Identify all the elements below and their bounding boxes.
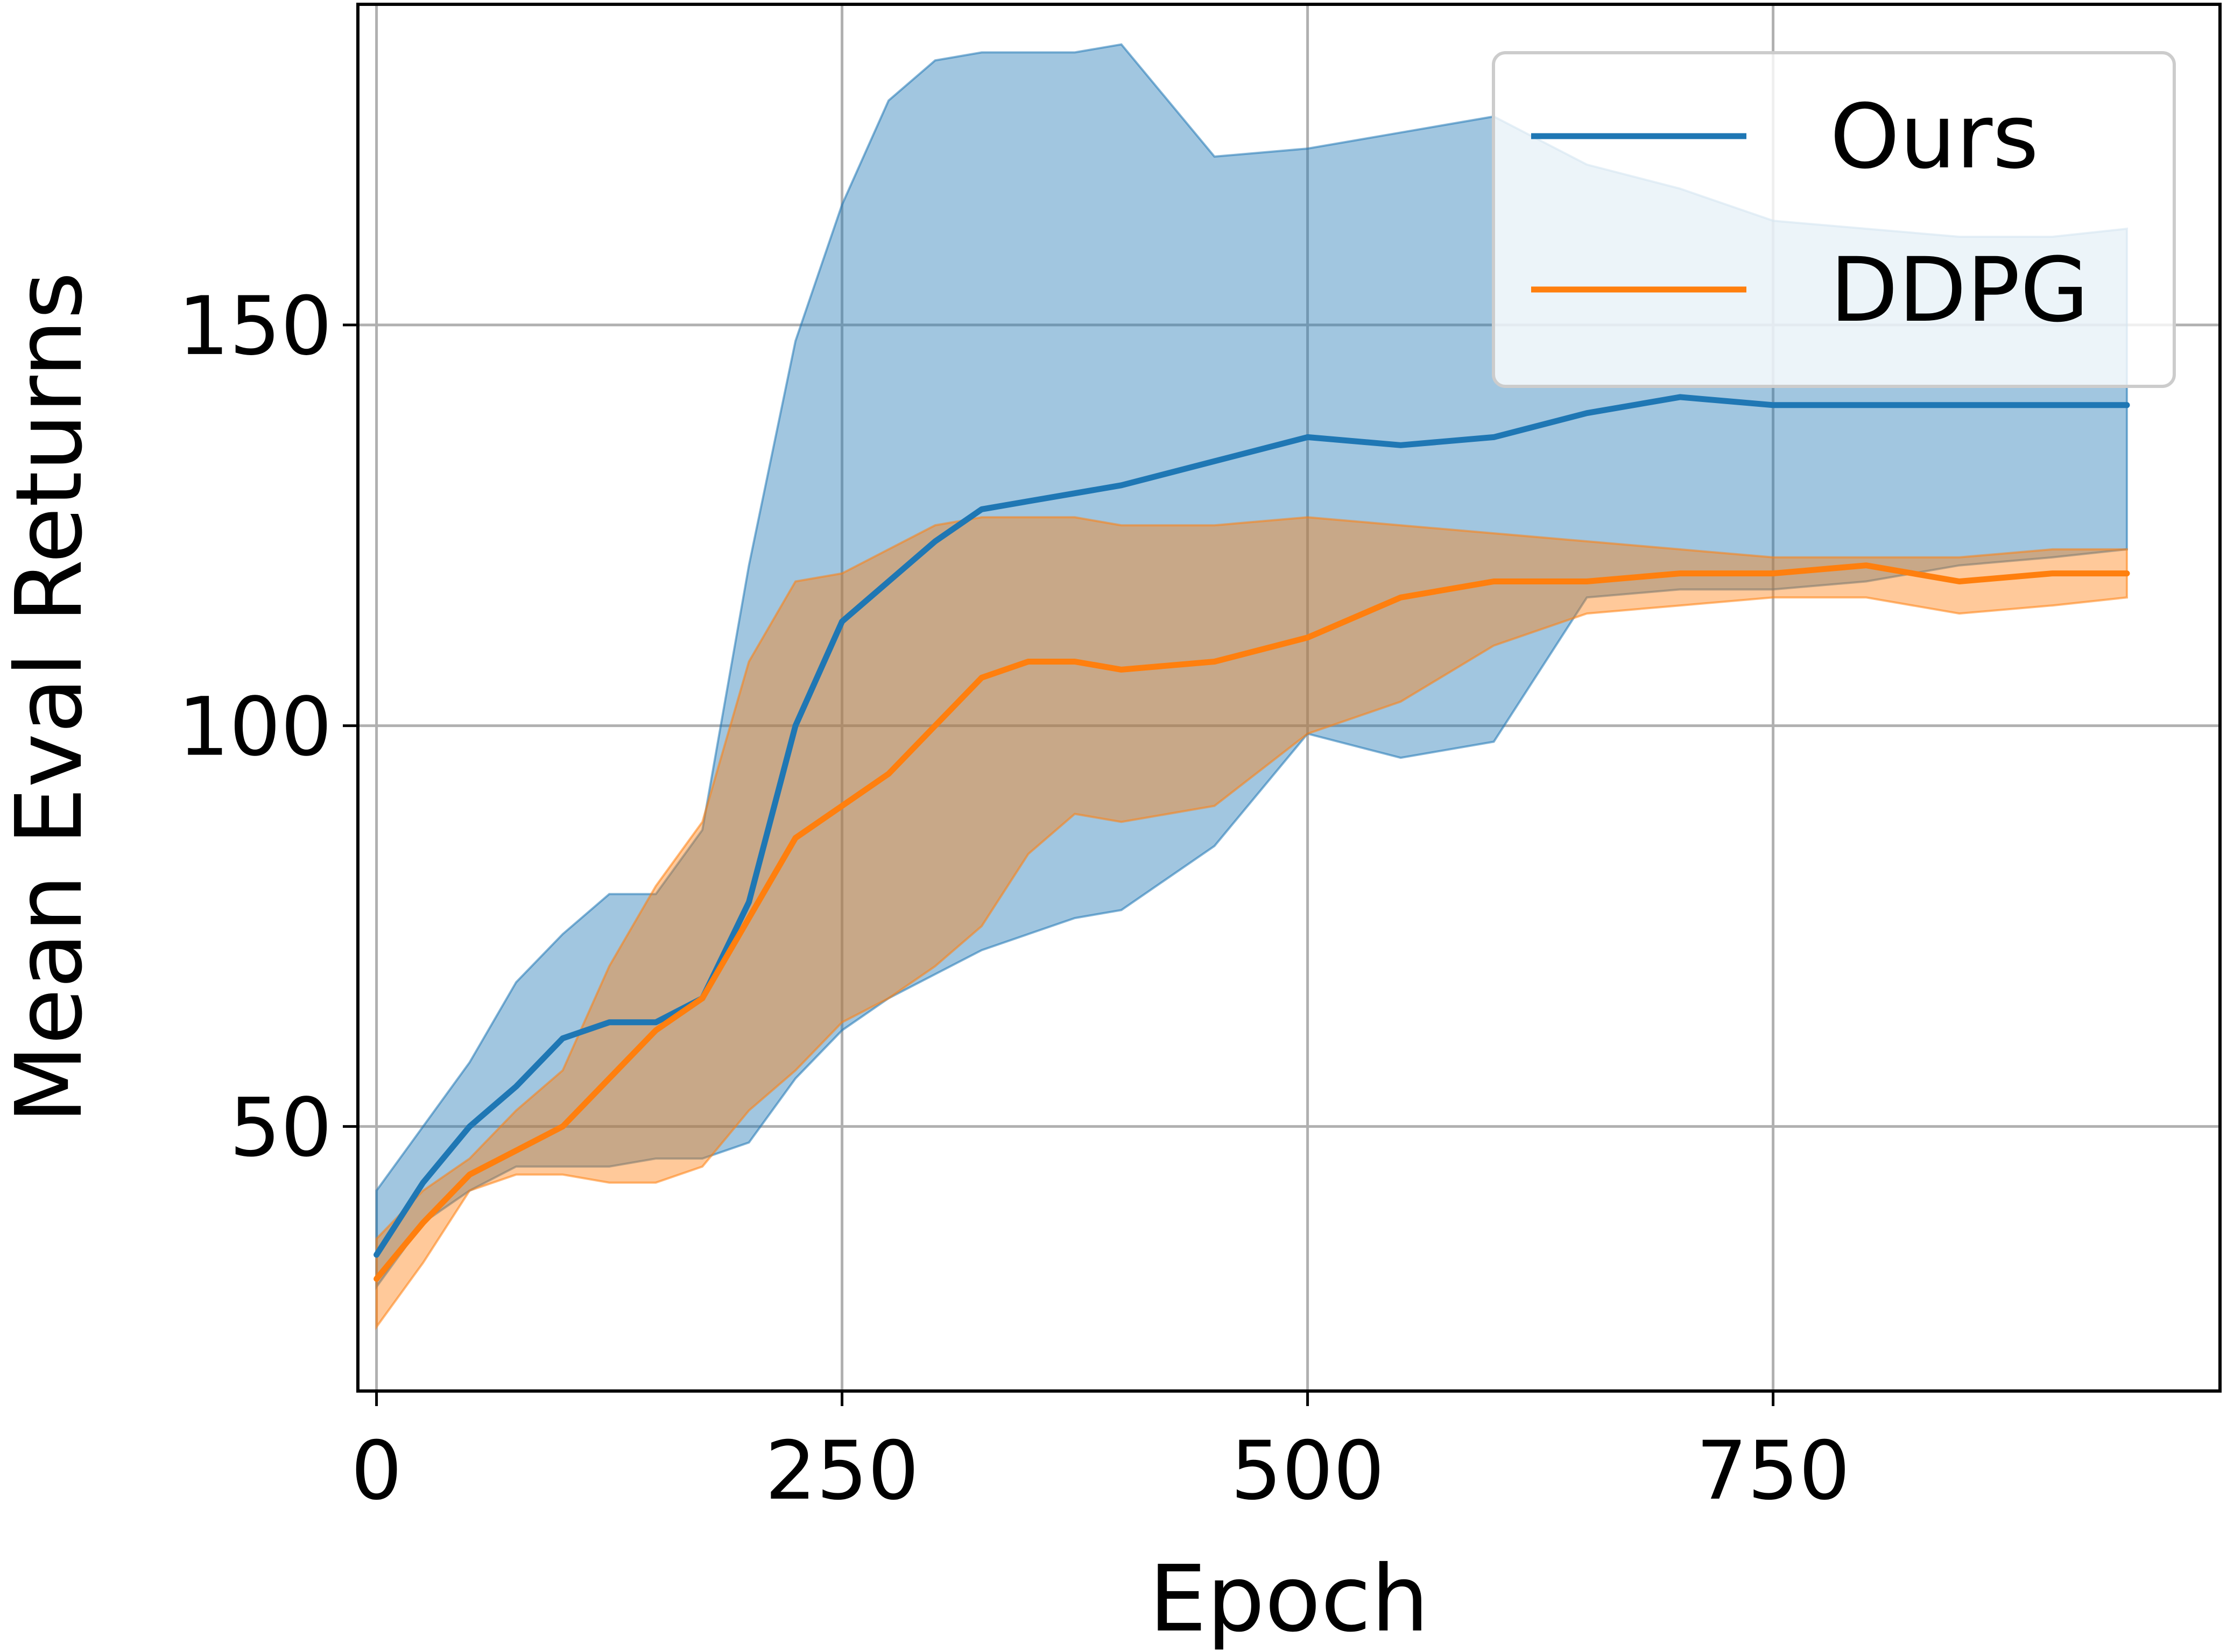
- x-tick-label-3: 750: [1696, 1424, 1850, 1518]
- plot-frame: [356, 3, 2222, 1393]
- y-axis-label: Mean Eval Returns: [0, 272, 103, 1124]
- legend: Ours DDPG: [1492, 51, 2176, 388]
- ours-mean-line: [373, 394, 2130, 1258]
- x-tick-label-2: 500: [1230, 1424, 1384, 1518]
- legend-label-ddpg: DDPG: [1830, 238, 2089, 342]
- y-tick-label-1: 100: [178, 681, 332, 774]
- x-tick-label-0: 0: [351, 1424, 402, 1518]
- legend-label-ours: Ours: [1830, 85, 2039, 188]
- axis-ticks: 0 250 500 750 50 100 150: [178, 280, 1850, 1518]
- x-tick-label-1: 250: [765, 1424, 919, 1518]
- ddpg-mean-line: [373, 562, 2130, 1282]
- x-axis-label: Epoch: [1149, 1546, 1429, 1652]
- y-tick-label-0: 50: [229, 1081, 332, 1175]
- mean-lines: [373, 394, 2130, 1282]
- y-tick-label-2: 150: [178, 280, 332, 373]
- ddpg-band: [375, 516, 2128, 1330]
